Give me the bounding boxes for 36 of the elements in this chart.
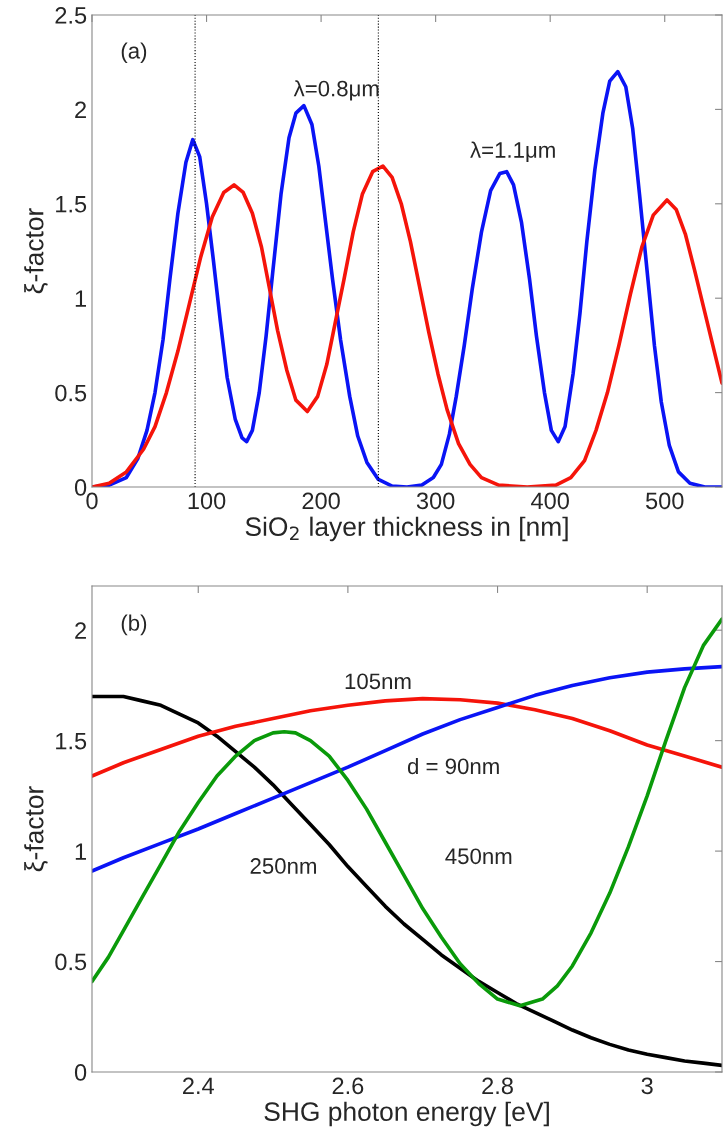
x-tick-label: 0 bbox=[86, 492, 98, 510]
x-tick-label: 100 bbox=[188, 492, 226, 510]
x-tick-label: 2.6 bbox=[332, 1077, 364, 1095]
annotation: 105nm bbox=[345, 673, 411, 690]
annotation: d = 90nm bbox=[407, 757, 499, 775]
x-axis-title: SiO$_{2}$ layer thickness in [nm] bbox=[245, 516, 568, 542]
y-tick-label: 1.5 bbox=[56, 196, 87, 213]
line-series bbox=[92, 664, 722, 873]
annotation: (b) bbox=[121, 614, 147, 636]
x-tick-label: 400 bbox=[531, 492, 569, 510]
y-tick-label: 2 bbox=[75, 622, 86, 639]
line-series bbox=[92, 694, 722, 1068]
x-tick-label: 500 bbox=[645, 492, 684, 510]
y-tick-label: 1 bbox=[75, 290, 86, 307]
annotation: (a) bbox=[121, 42, 147, 64]
x-axis-title: SHG photon energy [eV] bbox=[264, 1101, 549, 1127]
y-tick-label: 1.5 bbox=[56, 732, 87, 750]
y-tick-label: 2 bbox=[75, 101, 86, 118]
y-axis-title: ξ-factor bbox=[24, 208, 48, 294]
x-tick-label: 2.4 bbox=[183, 1077, 214, 1094]
x-tick-label: 200 bbox=[302, 492, 340, 510]
annotation: 450nm bbox=[445, 848, 512, 865]
y-axis-title: ξ-factor bbox=[24, 786, 48, 872]
x-tick-label: 2.8 bbox=[482, 1077, 513, 1095]
annotation: λ=0.8μm bbox=[293, 80, 379, 101]
y-tick-label: 1 bbox=[75, 843, 86, 860]
y-tick-label: 0 bbox=[74, 479, 87, 496]
y-tick-label: 0.5 bbox=[55, 384, 87, 402]
annotation: 250nm bbox=[250, 858, 316, 874]
line-series bbox=[92, 696, 722, 778]
y-tick-label: 0 bbox=[74, 1064, 87, 1081]
x-tick-label: 300 bbox=[416, 492, 455, 510]
x-tick-label: 3 bbox=[641, 1077, 653, 1095]
y-tick-label: 2.5 bbox=[55, 7, 87, 24]
y-tick-label: 0.5 bbox=[55, 953, 87, 971]
annotation: λ=1.1μm bbox=[470, 141, 555, 162]
